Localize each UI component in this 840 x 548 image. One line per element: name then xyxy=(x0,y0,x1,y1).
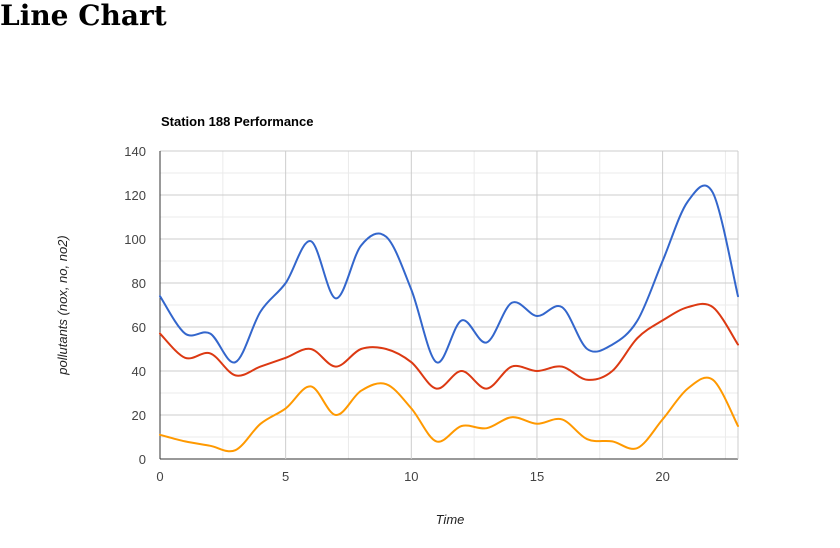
y-tick-label: 40 xyxy=(132,364,146,379)
page-heading: Line Chart xyxy=(0,0,167,32)
y-tick-label: 120 xyxy=(124,188,146,203)
y-tick-label: 20 xyxy=(132,408,146,423)
series-line-3 xyxy=(159,376,739,453)
y-tick-label: 140 xyxy=(124,144,146,159)
y-tick-label: 60 xyxy=(132,320,146,335)
y-tick-label: 0 xyxy=(139,452,146,467)
major-gridlines xyxy=(159,150,739,460)
x-tick-label: 20 xyxy=(655,469,669,484)
y-axis-ticks: 0 20 40 60 80 100 120 140 xyxy=(124,144,146,467)
x-axis-ticks: 0 5 10 15 20 xyxy=(156,469,669,484)
x-tick-label: 15 xyxy=(530,469,544,484)
x-axis-title: Time xyxy=(436,512,465,527)
chart-title: Station 188 Performance xyxy=(161,114,313,129)
minor-gridlines xyxy=(160,151,738,459)
x-tick-label: 10 xyxy=(404,469,418,484)
y-axis-title: pollutants (nox, no, no2) xyxy=(55,235,70,375)
y-tick-label: 80 xyxy=(132,276,146,291)
series-lines xyxy=(159,184,739,453)
x-tick-label: 0 xyxy=(156,469,163,484)
series-line-2 xyxy=(159,302,739,390)
x-tick-label: 5 xyxy=(282,469,289,484)
series-line-1 xyxy=(159,184,739,364)
y-tick-label: 100 xyxy=(124,232,146,247)
